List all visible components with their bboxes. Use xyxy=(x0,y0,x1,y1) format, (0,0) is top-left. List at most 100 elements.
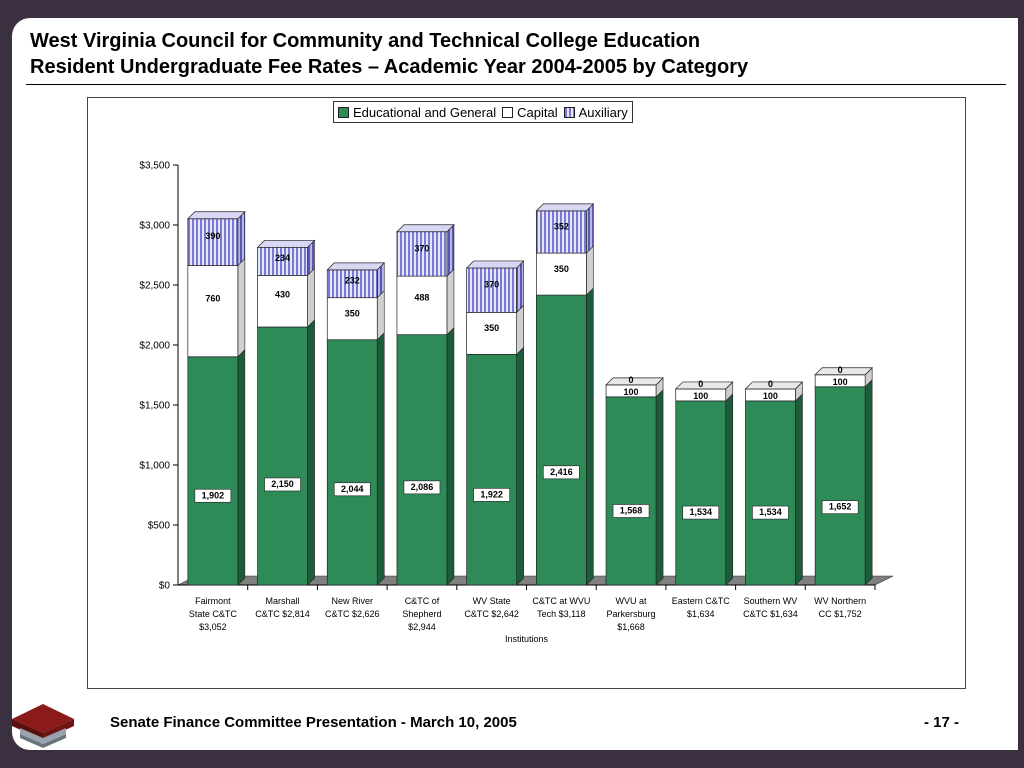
data-label-educational: 1,922 xyxy=(480,489,503,499)
bar-top-face xyxy=(535,203,595,212)
bar-side-capital xyxy=(376,289,385,341)
data-label-auxiliary: 0 xyxy=(698,379,703,389)
bar-educational xyxy=(675,400,727,586)
data-label-educational: 2,150 xyxy=(271,479,294,489)
bar-side-capital xyxy=(237,257,246,358)
bar-educational xyxy=(814,386,866,586)
data-label-capital: 100 xyxy=(624,387,639,397)
bar-educational xyxy=(605,396,657,586)
bar-auxiliary xyxy=(396,231,448,277)
x-tick-label: Parkersburg xyxy=(607,609,656,619)
data-label-auxiliary: 0 xyxy=(629,375,634,385)
x-tick-label: WV Northern xyxy=(814,596,866,606)
x-tick-label: $1,668 xyxy=(617,622,645,632)
data-label-auxiliary: 370 xyxy=(414,243,429,253)
bar-top-face xyxy=(605,377,664,386)
bar-capital xyxy=(257,275,308,328)
footer-presentation: Senate Finance Committee Presentation - … xyxy=(110,714,517,731)
x-tick-label: $1,634 xyxy=(687,609,715,619)
data-label-capital: 350 xyxy=(345,308,360,318)
x-tick-label: C&TC of xyxy=(405,596,440,606)
bar-side-auxiliary xyxy=(586,203,594,254)
bar-educational xyxy=(326,339,378,586)
x-tick-label: C&TC at WVU xyxy=(532,596,590,606)
data-label-educational: 2,086 xyxy=(411,482,434,492)
data-label-box xyxy=(403,480,441,495)
data-label-box xyxy=(543,465,580,480)
data-label-educational: 2,416 xyxy=(550,467,573,477)
data-label-capital: 488 xyxy=(414,293,429,303)
x-tick-label: Eastern C&TC xyxy=(672,596,731,606)
data-label-educational: 1,534 xyxy=(759,507,782,517)
x-tick-label: Marshall xyxy=(266,596,300,606)
slide-title: West Virginia Council for Community and … xyxy=(30,28,748,80)
bar-side-educational xyxy=(516,346,524,586)
data-label-educational: 1,534 xyxy=(689,507,712,517)
data-label-capital: 100 xyxy=(763,391,778,401)
bar-top-face xyxy=(326,262,386,271)
data-label-capital: 350 xyxy=(554,264,569,274)
data-label-auxiliary: 232 xyxy=(345,276,360,286)
data-label-educational: 1,902 xyxy=(202,490,225,500)
bar-educational xyxy=(257,326,308,586)
bar-educational xyxy=(745,400,796,586)
bar-side-capital xyxy=(446,268,455,336)
bar-side-capital xyxy=(586,245,594,296)
bar-capital xyxy=(466,312,517,355)
x-tick-label: C&TC $2,814 xyxy=(255,609,310,619)
data-label-box xyxy=(821,500,859,514)
data-label-auxiliary: 234 xyxy=(275,253,290,263)
bar-top-face xyxy=(187,211,246,220)
bar-capital xyxy=(326,297,378,341)
footer-page-number: - 17 - xyxy=(924,714,960,731)
bar-capital xyxy=(535,252,587,296)
legend-swatch-capital xyxy=(502,106,514,118)
bar-side-educational xyxy=(655,389,664,586)
bar-auxiliary xyxy=(187,218,239,266)
x-axis-title: Institutions xyxy=(505,634,549,644)
y-tick-label: $1,500 xyxy=(139,401,170,412)
x-tick-label: CC $1,752 xyxy=(819,609,862,619)
data-label-box xyxy=(752,505,789,520)
data-label-capital: 430 xyxy=(275,289,290,299)
bar-side-auxiliary xyxy=(237,211,246,267)
x-tick-label: Tech $3,118 xyxy=(537,609,585,619)
data-label-box xyxy=(194,488,232,503)
y-tick-label: $2,500 xyxy=(139,281,170,292)
x-tick-label: C&TC $2,626 xyxy=(325,609,380,619)
x-tick-label: State C&TC xyxy=(189,609,238,619)
data-label-box xyxy=(612,504,650,518)
data-label-auxiliary: 352 xyxy=(554,222,569,232)
y-tick-label: $2,000 xyxy=(139,341,170,352)
bar-top-face xyxy=(396,224,455,233)
y-tick-label: $3,500 xyxy=(139,161,170,172)
bar-top-face xyxy=(256,239,316,248)
data-label-capital: 100 xyxy=(693,391,708,401)
logo-icon xyxy=(12,704,74,748)
bar-side-educational xyxy=(446,326,455,586)
bar-side-educational xyxy=(725,393,734,586)
title-divider xyxy=(26,84,1006,85)
x-tick-label: C&TC $2,642 xyxy=(464,609,519,619)
legend-swatch-educational xyxy=(338,106,349,118)
legend-swatch-auxiliary xyxy=(563,106,575,118)
data-label-capital: 100 xyxy=(833,377,848,387)
data-label-box xyxy=(682,505,720,520)
legend-item-auxiliary: Auxiliary xyxy=(563,105,628,120)
bar-auxiliary xyxy=(466,267,517,313)
data-label-educational: 1,568 xyxy=(620,505,643,515)
x-tick-label: New River xyxy=(331,596,373,606)
bar-top-face xyxy=(465,260,525,269)
legend-item-educational: Educational and General xyxy=(338,105,496,120)
bar-top-face xyxy=(674,381,734,390)
bar-auxiliary xyxy=(535,210,587,254)
bar-educational xyxy=(466,354,517,586)
x-tick-label: Shepherd xyxy=(402,609,441,619)
bar-side-educational xyxy=(586,287,594,586)
bar-side-capital xyxy=(516,304,524,356)
bar-educational xyxy=(187,356,239,586)
bar-auxiliary xyxy=(257,246,308,276)
y-tick-label: $0 xyxy=(159,581,171,592)
legend-label-educational: Educational and General xyxy=(353,104,497,120)
legend-item-capital: Capital xyxy=(502,105,558,120)
